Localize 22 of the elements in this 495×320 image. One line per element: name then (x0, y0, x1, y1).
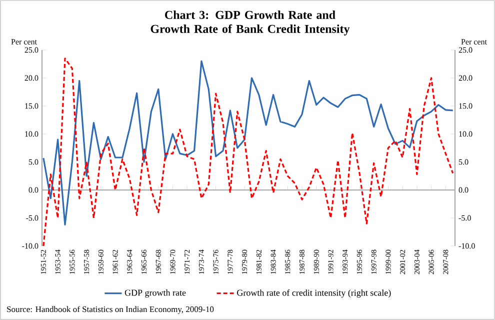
legend-label: GDP growth rate (124, 289, 186, 298)
y2-tick-label: 0.0 (458, 187, 468, 193)
y2-tick-label: 10.0 (459, 131, 472, 137)
legend-label: Growth rate of credit intensity (right scale) (237, 289, 391, 298)
y2-tick-label: 25.0 (458, 47, 472, 53)
y2-tick-label: -10.0 (458, 243, 475, 249)
chart-title: Chart 3: GDP Growth Rate and Growth Rate of Bank Credit Intensity (150, 10, 350, 36)
y2-tick-label: 20.0 (458, 75, 472, 81)
source-note: Source: Handbook of Statistics on Indian Economy, 2009-10 (7, 306, 214, 314)
y-tick-label: 20.0 (24, 75, 38, 81)
y2-tick-label: -5.0 (458, 215, 471, 221)
y-tick-label: 5.0 (28, 159, 38, 165)
y2-tick-label: 15.0 (459, 103, 472, 109)
y-tick-label: 15.0 (25, 103, 38, 109)
y-tick-label: 25.0 (24, 47, 38, 53)
y-tick-label: 0.0 (28, 187, 38, 193)
y2-tick-label: 5.0 (459, 159, 468, 165)
y-tick-label: -10.0 (22, 243, 38, 249)
y-axis-title: Per cent (11, 39, 37, 44)
y2-axis-title: Per cent (461, 39, 487, 44)
y-tick-label: -5.0 (26, 215, 38, 221)
y-tick-label: 10.0 (25, 131, 38, 137)
